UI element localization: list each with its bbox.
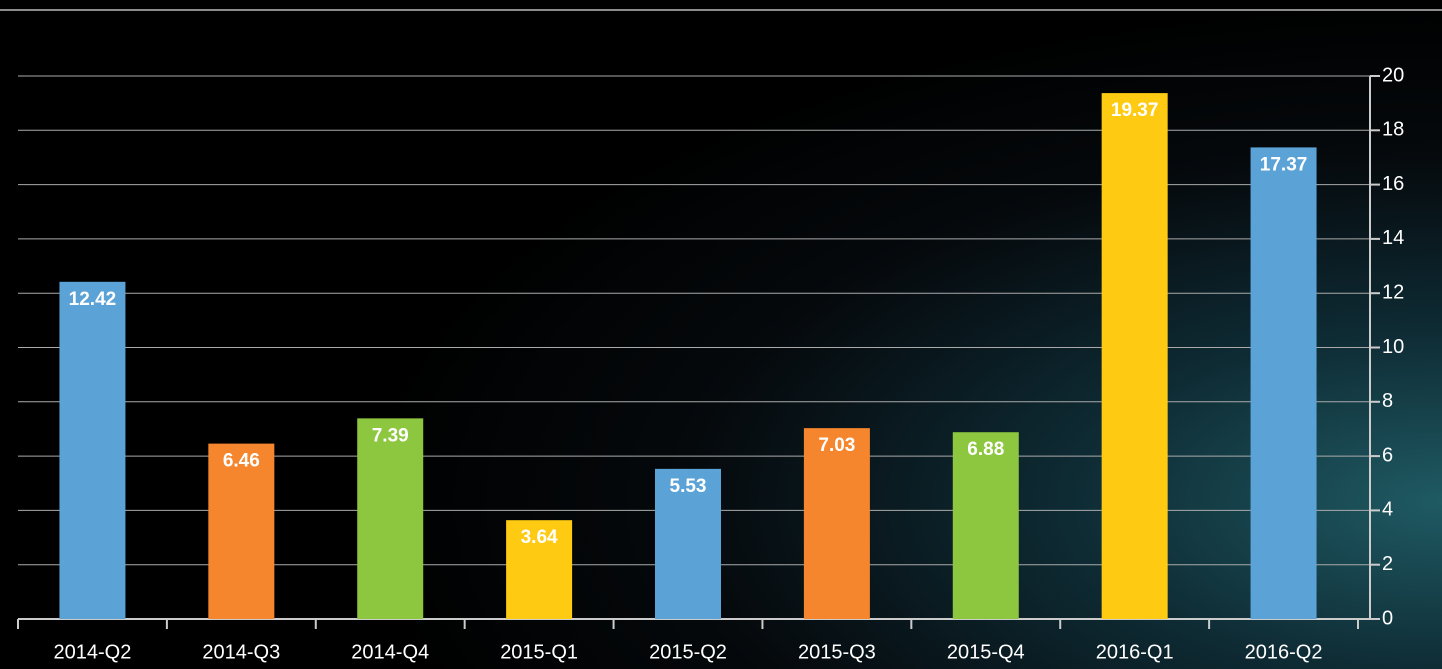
value-label: 6.88 bbox=[967, 439, 1004, 460]
x-tick-label: 2014-Q2 bbox=[54, 641, 132, 663]
bar bbox=[1102, 93, 1168, 619]
y-tick-label: 12 bbox=[1382, 281, 1404, 303]
y-tick-label: 16 bbox=[1382, 173, 1404, 195]
value-label: 7.39 bbox=[372, 425, 409, 446]
bar bbox=[59, 282, 125, 619]
y-tick-label: 2 bbox=[1382, 553, 1393, 575]
y-tick-label: 14 bbox=[1382, 227, 1404, 249]
page: {"chart_data": {"type": "bar", "categori… bbox=[0, 0, 1442, 669]
value-label: 12.42 bbox=[69, 289, 117, 310]
x-tick-label: 2014-Q3 bbox=[202, 641, 280, 663]
bar bbox=[804, 428, 870, 619]
x-tick-label: 2015-Q2 bbox=[649, 641, 727, 663]
bar bbox=[357, 418, 423, 619]
y-tick-label: 6 bbox=[1382, 444, 1393, 466]
y-tick-label: 8 bbox=[1382, 390, 1393, 412]
value-label: 3.64 bbox=[521, 527, 558, 548]
x-tick-label: 2014-Q4 bbox=[351, 641, 429, 663]
x-tick-label: 2015-Q1 bbox=[500, 641, 578, 663]
y-tick-label: 4 bbox=[1382, 499, 1393, 521]
y-tick-label: 18 bbox=[1382, 119, 1404, 141]
y-tick-label: 0 bbox=[1382, 607, 1393, 629]
chart: 0 2 4 6 8 10 12 14 16 18 20 2014-Q2 12.42 2014-Q3 6.46… bbox=[0, 0, 1442, 669]
x-tick-label: 2016-Q2 bbox=[1245, 641, 1323, 663]
y-tick-label: 20 bbox=[1382, 64, 1404, 86]
x-tick-label: 2016-Q1 bbox=[1096, 641, 1174, 663]
x-tick-label: 2015-Q3 bbox=[798, 641, 876, 663]
bar bbox=[1251, 147, 1317, 619]
y-tick-label: 10 bbox=[1382, 336, 1404, 358]
value-label: 5.53 bbox=[670, 476, 707, 497]
value-label: 17.37 bbox=[1260, 154, 1308, 175]
value-label: 6.46 bbox=[223, 451, 260, 472]
value-label: 19.37 bbox=[1111, 100, 1159, 121]
x-tick-label: 2015-Q4 bbox=[947, 641, 1025, 663]
value-label: 7.03 bbox=[818, 435, 855, 456]
